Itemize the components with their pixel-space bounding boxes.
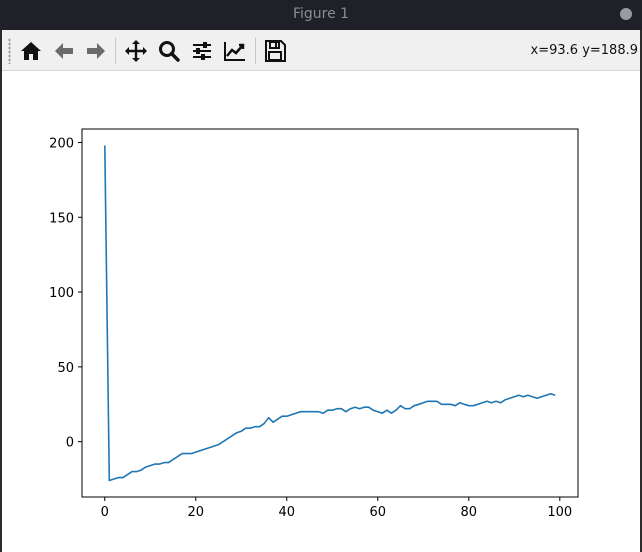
home-icon — [21, 42, 41, 60]
figure-canvas[interactable]: 0 20 40 60 80 100 0 50 100 150 200 — [2, 71, 640, 552]
x-tick-label: 0 — [101, 505, 109, 520]
navigation-toolbar: x=93.6 y=188.9 — [2, 30, 640, 71]
toolbar-separator — [255, 38, 256, 64]
x-tick-label: 20 — [187, 505, 204, 520]
y-tick-label: 200 — [49, 136, 74, 151]
floppy-disk-icon — [265, 40, 286, 62]
series-line — [104, 145, 556, 482]
window-title: Figure 1 — [292, 6, 350, 22]
toolbar-grip[interactable] — [8, 38, 11, 64]
chart-line-icon — [224, 42, 245, 61]
subplots-button[interactable] — [187, 36, 217, 66]
axes-button[interactable] — [220, 36, 250, 66]
y-tick-label: 100 — [49, 286, 74, 301]
y-tick-label: 50 — [57, 361, 74, 376]
move-icon — [125, 40, 147, 62]
arrow-right-icon — [87, 43, 105, 59]
x-tick-label: 40 — [278, 505, 295, 520]
x-tick-label: 100 — [547, 505, 572, 520]
toolbar-separator — [115, 38, 116, 64]
x-tick-label: 60 — [370, 505, 387, 520]
y-tick-label: 150 — [49, 211, 74, 226]
cursor-coordinates: x=93.6 y=188.9 — [530, 43, 638, 58]
arrow-left-icon — [55, 43, 73, 59]
pan-button[interactable] — [121, 36, 151, 66]
save-button[interactable] — [260, 36, 290, 66]
figure-client-area: x=93.6 y=188.9 0 20 40 60 80 100 0 50 100 150 200 — [2, 30, 640, 552]
axes-frame — [81, 128, 579, 498]
back-button[interactable] — [49, 36, 79, 66]
forward-button[interactable] — [81, 36, 111, 66]
line-chart[interactable]: 0 20 40 60 80 100 0 50 100 150 200 — [2, 71, 640, 552]
home-button[interactable] — [16, 36, 46, 66]
y-tick-label: 0 — [66, 436, 74, 451]
magnifier-icon — [159, 41, 180, 62]
window-titlebar: Figure 1 — [0, 0, 642, 30]
sliders-icon — [193, 42, 211, 60]
window-control-button[interactable] — [620, 8, 632, 20]
zoom-button[interactable] — [154, 36, 184, 66]
x-tick-label: 80 — [461, 505, 478, 520]
